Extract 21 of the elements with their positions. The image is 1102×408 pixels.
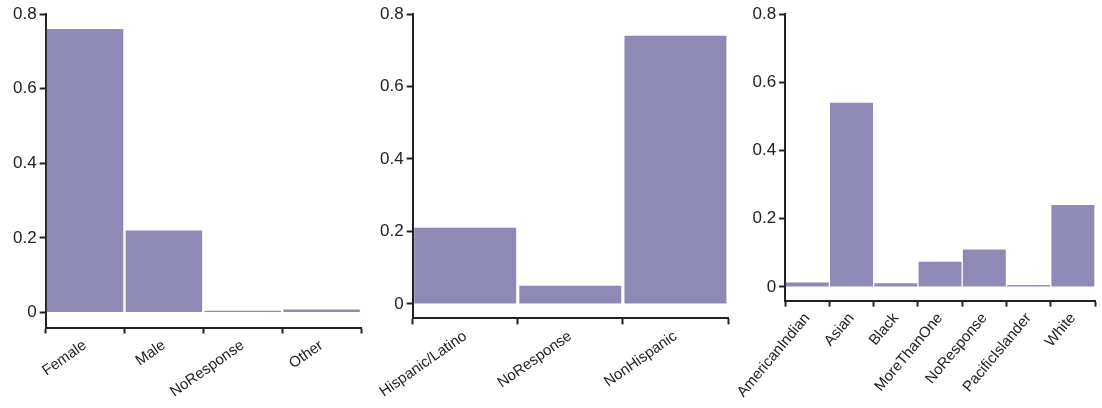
bar [414, 227, 517, 304]
y-tick-label: 0.6 [752, 71, 777, 91]
y-tick-label: 0.4 [752, 140, 777, 160]
y-tick-label: 0.8 [12, 3, 37, 23]
y-tick-label: 0.8 [752, 3, 777, 23]
y-tick-label: 0.2 [12, 227, 37, 247]
y-tick-label: 0 [27, 302, 37, 322]
y-tick-label: 0.2 [752, 208, 777, 228]
bar [46, 28, 124, 313]
bar [519, 285, 622, 304]
x-tick-label: Male [131, 335, 168, 369]
y-tick-label: 0.2 [379, 221, 404, 241]
bar [125, 230, 203, 313]
y-tick-label: 0.6 [379, 76, 404, 96]
y-tick-label: 0.4 [12, 152, 37, 172]
y-tick-label: 0.4 [379, 148, 404, 168]
y-tick-label: 0.8 [379, 3, 404, 23]
y-tick-label: 0 [766, 276, 777, 296]
y-tick-label: 0.6 [12, 78, 37, 98]
bar [624, 35, 727, 304]
y-tick-label: 0 [394, 293, 404, 313]
